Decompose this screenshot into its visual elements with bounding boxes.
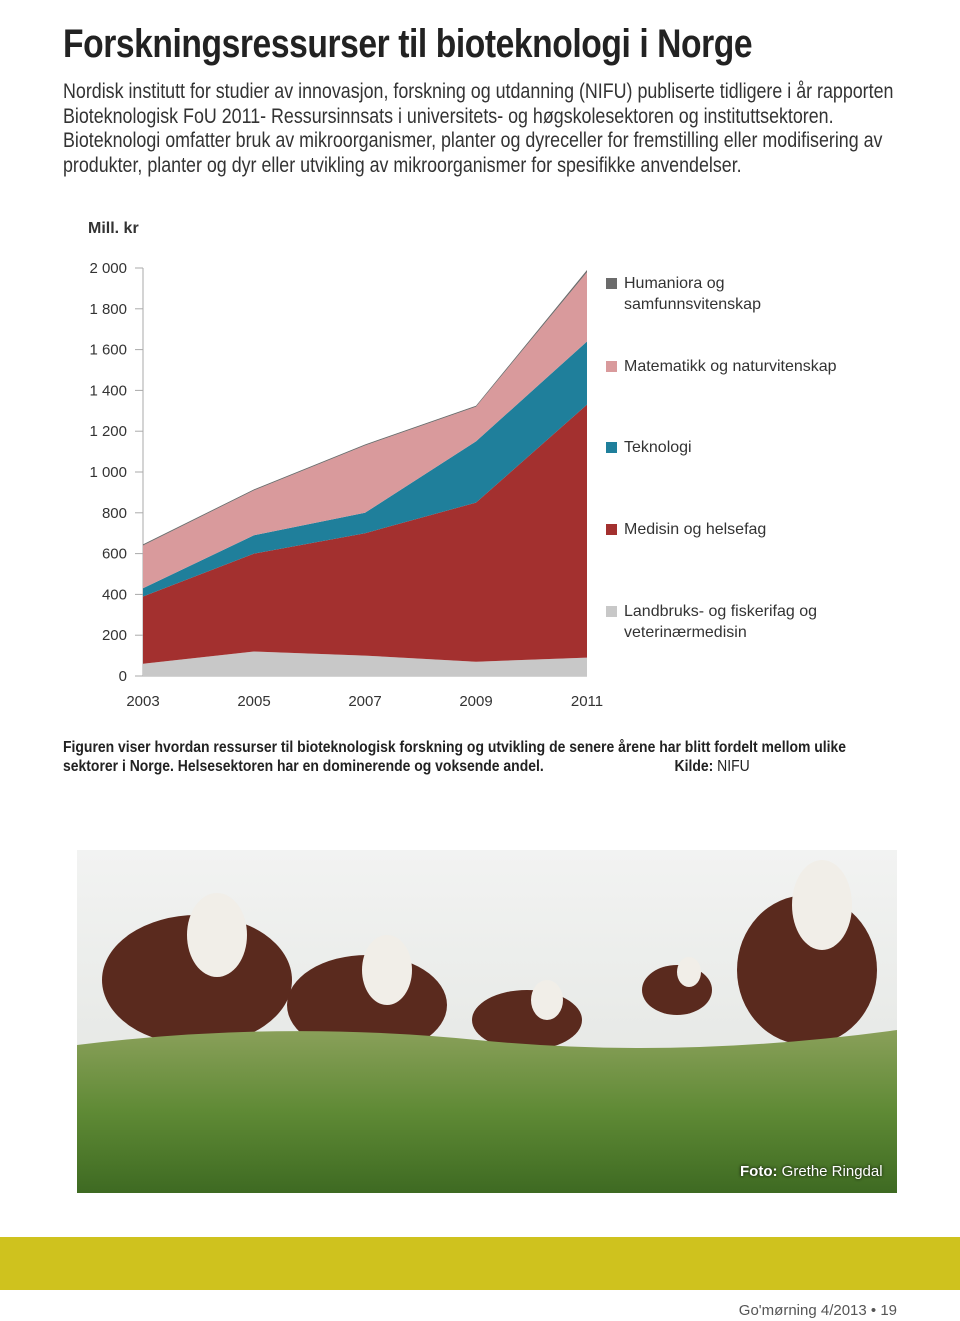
legend-label: Teknologi	[624, 439, 692, 456]
area	[143, 272, 587, 589]
photo-credit-name: Grethe Ringdal	[781, 1163, 883, 1180]
y-axis-label: Mill. kr	[88, 220, 139, 237]
x-tick-label: 2005	[237, 693, 270, 710]
legend-item: Landbruks- og fiskerifag og veterinærmed…	[606, 601, 886, 643]
legend-label: Landbruks- og fiskerifag og veterinærmed…	[624, 603, 817, 641]
area	[143, 341, 587, 597]
photo	[77, 850, 897, 1193]
x-tick-label: 2011	[571, 693, 603, 710]
y-tick-label: 200	[102, 627, 127, 644]
intro-text: Nordisk institutt for studier av innovas…	[63, 80, 894, 177]
y-tick-label: 800	[102, 505, 127, 522]
y-tick-label: 1 000	[89, 464, 127, 481]
page-title: Forskningsressurser til bioteknologi i N…	[63, 22, 753, 66]
photo-credit-label: Foto:	[740, 1163, 778, 1180]
y-tick-label: 1 600	[89, 342, 127, 359]
y-tick-label: 2 000	[89, 260, 127, 277]
x-tick-label: 2003	[126, 693, 159, 710]
y-tick-label: 600	[102, 546, 127, 563]
photo-credit: Foto: Grethe Ringdal	[740, 1163, 883, 1180]
x-tick-label: 2007	[348, 693, 381, 710]
legend-item: Humaniora og samfunnsvitenskap	[606, 273, 886, 315]
y-tick-label: 0	[119, 668, 127, 685]
chart: Mill. kr 0 200 400 600 800 1 000 1 200 1 400 1 6…	[88, 220, 603, 710]
y-tick-label: 1 200	[89, 423, 127, 440]
legend-item: Medisin og helsefag	[606, 519, 886, 540]
figure-caption: Figuren viser hvordan ressurser til biot…	[63, 738, 900, 776]
legend-item: Matematikk og naturvitenskap	[606, 356, 886, 377]
legend-swatch	[606, 524, 617, 535]
source: NIFU	[717, 758, 750, 775]
legend-label: Humaniora og samfunnsvitenskap	[624, 275, 761, 313]
legend-label: Matematikk og naturvitenskap	[624, 358, 837, 375]
y-tick-label: 1 800	[89, 301, 127, 318]
caption-text: Figuren viser hvordan ressurser til biot…	[63, 739, 847, 775]
footer-band	[0, 1237, 960, 1290]
legend-swatch	[606, 606, 617, 617]
footer: Go'mørning 4/2013 • 19	[738, 1302, 897, 1319]
legend-swatch	[606, 361, 617, 372]
y-tick-label: 1 400	[89, 382, 127, 399]
legend-label: Medisin og helsefag	[624, 521, 767, 538]
area	[143, 651, 587, 676]
x-tick-label: 2009	[459, 693, 492, 710]
legend-swatch	[606, 278, 617, 289]
source-label: Kilde:	[674, 758, 714, 775]
legend-item: Teknologi	[606, 437, 886, 458]
y-tick-label: 400	[102, 586, 127, 603]
area	[143, 404, 587, 664]
legend-swatch	[606, 442, 617, 453]
